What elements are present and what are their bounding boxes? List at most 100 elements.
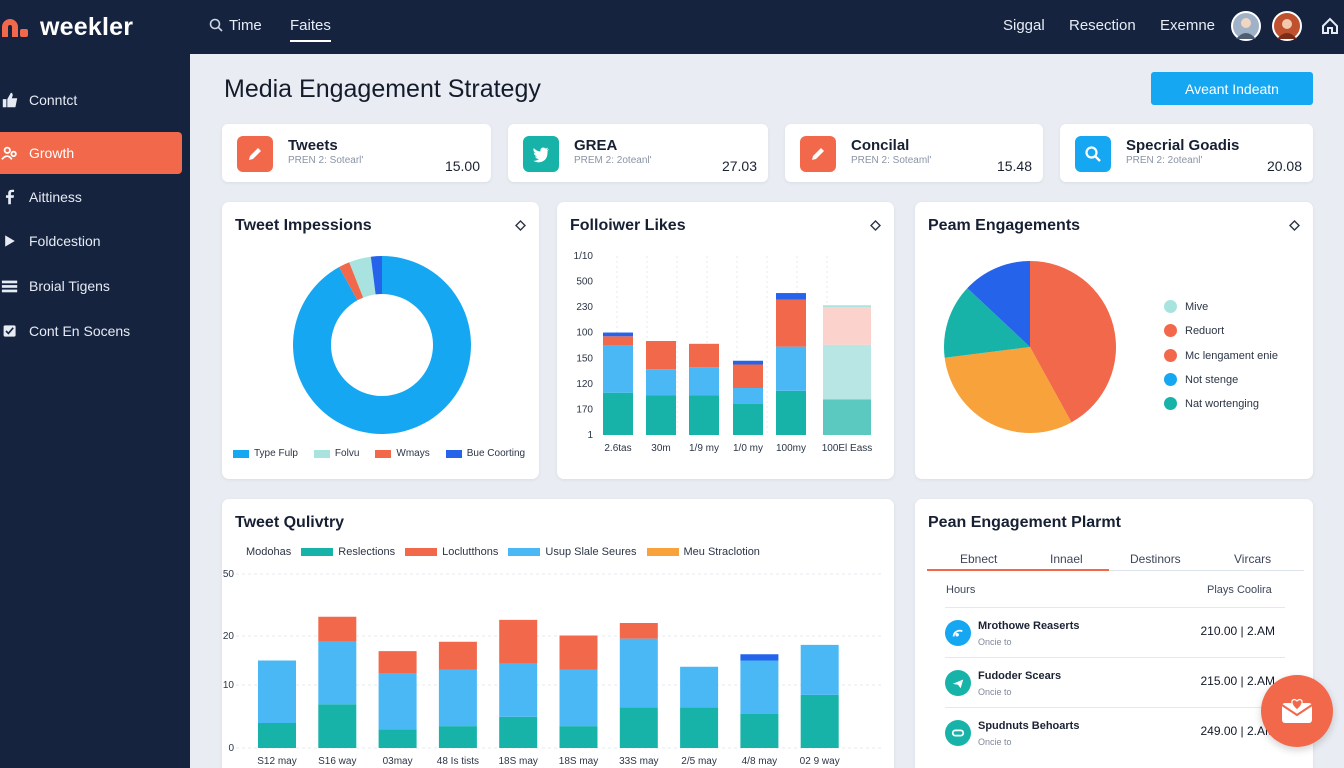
legend-swatch	[405, 548, 438, 556]
bar-segment	[258, 660, 296, 723]
nav-item-siggal[interactable]: Siggal	[1003, 17, 1045, 34]
legend-swatch	[1164, 373, 1177, 386]
bar-segment	[603, 392, 633, 435]
x-tick-label: 100El Eass	[822, 443, 873, 454]
options-icon[interactable]	[870, 220, 881, 231]
legend-item: Mive	[1164, 300, 1208, 313]
heart-mail-icon	[1281, 698, 1313, 723]
sidebar-item-label: Cont En Socens	[29, 323, 131, 339]
legend-item: Reduort	[1164, 324, 1224, 337]
y-tick-label: 500	[576, 277, 593, 288]
bar-segment	[603, 336, 633, 346]
stat-subtitle: PREN 2: Sotearl'	[288, 155, 364, 166]
legend-label: Nat wortenging	[1185, 397, 1259, 410]
bar-segment	[800, 644, 839, 695]
user-avatar-icon	[1277, 19, 1297, 39]
x-tick-label: 02 9 way	[800, 756, 840, 767]
user-avatar-icon	[1236, 18, 1256, 39]
quality-stacked-bar-chart: 0 10 20 50 S12 may S16 way 03may 48 Is tists 18S…	[223, 569, 882, 767]
legend-label: Reslections	[338, 546, 396, 558]
x-tick-label: 1/9 my	[689, 443, 719, 454]
sidebar-item-conntct[interactable]: Conntct	[0, 79, 182, 121]
list-item[interactable]: Spudnuts Behoarts Oncie to 249.00 | 2.AM	[945, 707, 1285, 756]
tab-vircars[interactable]: Vircars	[1234, 552, 1272, 566]
home-icon[interactable]	[1320, 16, 1340, 36]
bar-segment	[603, 345, 633, 393]
bar-segment	[740, 713, 779, 748]
page-title: Media Engagement Strategy	[224, 75, 541, 103]
x-tick-label: 4/8 may	[742, 756, 778, 767]
logo-icon	[2, 19, 28, 37]
legend-swatch	[301, 548, 334, 556]
y-tick-label: 10	[223, 680, 235, 691]
bar-segment	[733, 364, 763, 388]
pie-slice	[293, 256, 471, 434]
play-icon	[0, 231, 20, 251]
bar-segment	[619, 707, 658, 748]
floating-action-button[interactable]	[1261, 675, 1333, 747]
bar-segment	[318, 641, 357, 705]
legend-label: Modohas	[246, 546, 292, 558]
legend-swatch	[375, 449, 392, 458]
tab-innael[interactable]: Innael	[1050, 552, 1083, 566]
bar-segment	[776, 299, 806, 347]
x-tick-label: 18S may	[498, 756, 537, 767]
pie-slice	[339, 262, 364, 301]
stat-title: Concilal	[851, 137, 910, 154]
sidebar-item-label: Foldcestion	[29, 233, 101, 249]
y-tick-label: 1	[587, 430, 593, 441]
stat-card-concilal[interactable]: Concilal PREN 2: Soteaml' 15.48	[785, 124, 1043, 182]
stat-card-specrial-goadis[interactable]: Specrial Goadis PREN 2: 2oteanl' 20.08	[1060, 124, 1313, 182]
tab-destinors[interactable]: Destinors	[1130, 552, 1181, 566]
top-navigation-bar: weekler Time Faites Siggal Resection Exe…	[0, 0, 1344, 54]
list-header-left: Hours	[946, 584, 976, 596]
options-icon[interactable]	[515, 220, 526, 231]
stat-value: 15.00	[444, 158, 480, 174]
list-item[interactable]: Mrothowe Reaserts Oncie to 210.00 | 2.AM	[945, 607, 1285, 656]
bar-segment	[823, 344, 871, 400]
avatar[interactable]	[1231, 11, 1261, 41]
options-icon[interactable]	[1289, 220, 1300, 231]
sidebar-item-label: Aittiness	[29, 189, 82, 205]
legend-swatch	[1164, 324, 1177, 337]
legend-item: Nat wortenging	[1164, 397, 1259, 410]
pencil-icon	[237, 136, 273, 172]
sidebar-item-broial-tigens[interactable]: Broial Tigens	[0, 265, 182, 307]
legend-item: Mc lengament enie	[1164, 349, 1278, 362]
legend-label: Bue Coorting	[466, 448, 526, 459]
panel-title: Tweet Impessions	[235, 217, 372, 234]
x-tick-label: 03may	[383, 756, 413, 767]
stat-title: GREA	[574, 137, 618, 154]
sidebar-item-cont-en-socens[interactable]: Cont En Socens	[0, 310, 182, 352]
legend-swatch	[1164, 397, 1177, 410]
list-item[interactable]: Fudoder Scears Oncie to 215.00 | 2.AM	[945, 657, 1285, 706]
bar-segment	[438, 641, 477, 670]
nav-item-exemne[interactable]: Exemne	[1160, 17, 1216, 34]
nav-item-faites[interactable]: Faites	[290, 17, 331, 42]
bar-segment	[733, 403, 763, 435]
search-icon[interactable]	[209, 18, 223, 32]
legend-swatch	[445, 449, 462, 458]
primary-action-button[interactable]: Aveant Indeatn	[1151, 72, 1313, 105]
follower-likes-panel: Folloiwer Likes 1 170 120 150 100 230 500 1/10 2…	[557, 202, 894, 479]
nav-item-time[interactable]: Time	[229, 17, 262, 34]
avatar[interactable]	[1272, 11, 1302, 41]
likes-stacked-bar-chart: 1 170 120 150 100 230 500 1/10 2.6tas 30m 1/9 my 1/…	[574, 251, 873, 454]
sidebar-item-aittiness[interactable]: Aittiness	[0, 176, 182, 218]
nav-item-resection[interactable]: Resection	[1069, 17, 1136, 34]
tab-ebnect[interactable]: Ebnect	[960, 552, 998, 566]
sidebar-item-foldcestion[interactable]: Foldcestion	[0, 220, 182, 262]
list-item-value: 249.00 | 2.AM	[1200, 724, 1276, 738]
legend-label: Loclutthons	[442, 546, 499, 558]
bar-segment	[258, 723, 296, 748]
bar-segment	[378, 651, 417, 673]
signal-icon	[945, 620, 971, 646]
brand-logo[interactable]: weekler	[0, 12, 133, 42]
bar-segment	[823, 399, 871, 435]
stat-card-grea[interactable]: GREA PREM 2: 2oteanl' 27.03	[508, 124, 768, 182]
sidebar-item-growth[interactable]: Growth	[0, 132, 182, 174]
twitter-icon	[523, 136, 559, 172]
engagements-panel: Peam Engagements Mive Reduort Mc lengame…	[915, 202, 1313, 479]
stat-card-tweets[interactable]: Tweets PREN 2: Sotearl' 15.00	[222, 124, 491, 182]
legend-swatch	[508, 548, 541, 556]
